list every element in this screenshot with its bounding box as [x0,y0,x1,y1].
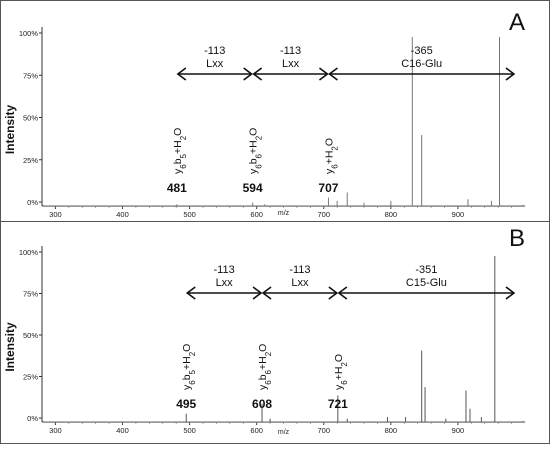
y-tick-label: 75% [23,290,38,299]
spectrum-panel-b: 0% 25% 50% 75% 100% 300 400 500 600 700 800 900 m/z I… [3,225,525,436]
arrow-head-left [337,286,348,300]
y-axis-label: Intensity [3,105,17,155]
loss-value-label: -113 [280,45,301,57]
x-tick-label: 700 [317,210,330,219]
y-tick-label: 50% [23,114,38,123]
arrow-head-left [176,67,187,81]
y-tick-label: 0% [27,414,38,423]
x-tick-label: 300 [49,210,62,219]
arrow-head-left [185,286,196,300]
peak-mass-label: 594 [243,181,263,195]
y-tick-label: 100% [19,29,39,38]
loss-residue-label: Lxx [291,277,309,289]
peak-ion-label: y6b5+H2O [172,128,188,174]
panel-label: A [509,9,525,36]
arrow-head-left [261,286,272,300]
loss-residue-label: C16-Glu [401,58,442,70]
x-tick-label: 500 [183,426,196,435]
peak-ion-label: y6b6+H2O [257,344,273,390]
arrow-head-right [318,67,329,81]
arrow-head-right [243,67,253,81]
y-tick-label: 25% [23,373,38,382]
x-tick-label: 800 [385,426,398,435]
x-tick-label: 600 [250,210,263,219]
y-axis-label: Intensity [3,322,17,372]
peak-ion-label: y6+H2O [333,354,349,390]
loss-value-label: -365 [411,45,433,57]
x-tick-label: 300 [49,426,62,435]
loss-value-label: -351 [415,264,437,276]
x-tick-label: 700 [317,426,330,435]
x-tick-label: 500 [183,210,196,219]
arrow-head-left [328,67,338,81]
y-tick-label: 0% [27,198,38,207]
y-tick-label: 50% [23,331,38,340]
peak-mass-label: 495 [176,397,196,411]
arrow-head-right [328,286,339,300]
spectrum-panel-a: 0% 25% 50% 75% 100% 300 400 500 600 700 800 900 m/z I… [3,9,525,219]
loss-residue-label: Lxx [206,58,224,70]
x-tick-label: 400 [116,210,129,219]
loss-residue-label: C15-Glu [406,277,447,289]
peak-mass-label: 707 [318,181,338,195]
peak-mass-label: 481 [167,181,187,195]
peak-ion-label: y6b5+H2O [181,344,197,390]
loss-value-label: -113 [289,264,310,276]
x-tick-label: 600 [250,426,263,435]
arrow-head-right [505,286,516,300]
arrow-head-left [252,67,263,81]
x-tick-label: 900 [452,210,465,219]
loss-residue-label: Lxx [282,58,300,70]
x-axis-label: m/z [278,210,290,217]
x-tick-label: 900 [452,426,465,435]
panel-label: B [509,225,525,252]
x-tick-label: 800 [385,210,398,219]
x-tick-label: 400 [116,426,129,435]
arrow-head-right [505,67,516,81]
loss-value-label: -113 [214,264,235,276]
arrow-head-right [252,286,263,300]
y-tick-label: 25% [23,156,38,165]
loss-value-label: -113 [204,45,225,57]
peak-ion-label: y6b6+H2O [248,128,264,174]
peak-mass-label: 721 [328,397,348,411]
y-tick-label: 75% [23,71,38,80]
loss-residue-label: Lxx [216,277,234,289]
peak-mass-label: 608 [252,397,272,411]
x-axis-label: m/z [278,429,290,436]
peak-ion-label: y6+H2O [323,138,339,174]
y-tick-label: 100% [19,248,39,257]
